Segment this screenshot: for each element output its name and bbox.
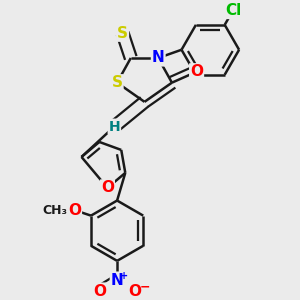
Text: O: O (93, 284, 106, 298)
Text: Cl: Cl (225, 3, 241, 18)
Text: H: H (109, 119, 120, 134)
Text: N: N (111, 273, 124, 288)
Text: O: O (190, 64, 203, 79)
Text: S: S (117, 26, 128, 41)
Text: N: N (152, 50, 165, 65)
Text: O: O (101, 180, 114, 195)
Text: S: S (112, 75, 123, 90)
Text: −: − (139, 280, 150, 293)
Text: CH₃: CH₃ (43, 204, 68, 217)
Text: +: + (120, 271, 128, 281)
Text: O: O (128, 284, 141, 298)
Text: O: O (68, 202, 81, 217)
